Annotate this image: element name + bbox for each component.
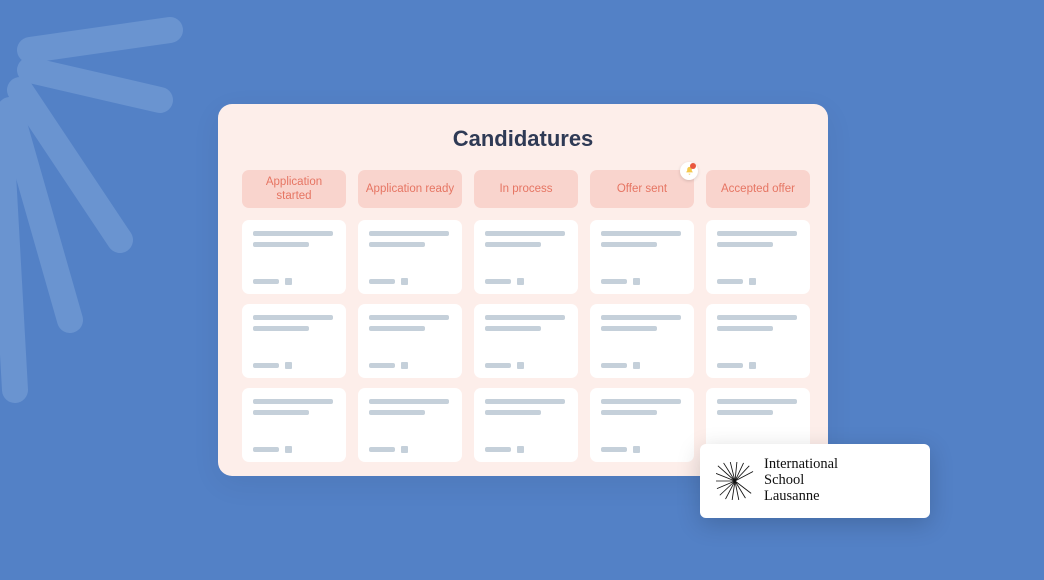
placeholder-line [601, 447, 627, 452]
placeholder-square [401, 362, 408, 369]
placeholder-line [369, 315, 449, 320]
placeholder-line [601, 363, 627, 368]
placeholder-line [717, 363, 743, 368]
placeholder-line [601, 279, 627, 284]
placeholder-line [369, 279, 395, 284]
placeholder-line [369, 242, 425, 247]
school-logo-icon [716, 462, 754, 500]
placeholder-line [253, 410, 309, 415]
placeholder-square [517, 362, 524, 369]
placeholder-line [253, 363, 279, 368]
placeholder-line [253, 399, 333, 404]
column-header[interactable]: Application started [242, 170, 346, 208]
placeholder-line [485, 315, 565, 320]
school-logo-card: International School Lausanne [700, 444, 930, 518]
placeholder-line [485, 447, 511, 452]
placeholder-square [285, 446, 292, 453]
placeholder-line [253, 326, 309, 331]
placeholder-square [749, 362, 756, 369]
column-header[interactable]: Offer sent [590, 170, 694, 208]
placeholder-line [601, 410, 657, 415]
candidate-card[interactable] [242, 220, 346, 294]
placeholder-line [717, 231, 797, 236]
placeholder-line [717, 399, 797, 404]
placeholder-line [485, 399, 565, 404]
placeholder-line [369, 363, 395, 368]
candidate-card[interactable] [242, 388, 346, 462]
candidate-card[interactable] [474, 220, 578, 294]
placeholder-square [633, 278, 640, 285]
candidate-card[interactable] [474, 388, 578, 462]
bell-icon[interactable] [680, 162, 698, 180]
board-column: Offer sent [590, 170, 694, 472]
candidate-card[interactable] [242, 304, 346, 378]
kanban-board: Candidatures Application startedApplicat… [218, 104, 828, 476]
placeholder-line [485, 279, 511, 284]
candidate-card[interactable] [590, 304, 694, 378]
board-column: In process [474, 170, 578, 472]
placeholder-line [717, 242, 773, 247]
placeholder-square [401, 446, 408, 453]
placeholder-line [253, 231, 333, 236]
placeholder-line [253, 315, 333, 320]
board-column: Application started [242, 170, 346, 472]
candidate-card[interactable] [358, 304, 462, 378]
placeholder-line [601, 326, 657, 331]
placeholder-line [485, 363, 511, 368]
placeholder-line [253, 242, 309, 247]
board-title: Candidatures [242, 126, 804, 152]
placeholder-line [601, 315, 681, 320]
candidate-card[interactable] [590, 388, 694, 462]
candidate-card[interactable] [706, 220, 810, 294]
candidate-card[interactable] [358, 388, 462, 462]
placeholder-square [517, 446, 524, 453]
placeholder-line [369, 399, 449, 404]
placeholder-square [633, 446, 640, 453]
placeholder-line [717, 326, 773, 331]
placeholder-line [253, 447, 279, 452]
placeholder-square [401, 278, 408, 285]
placeholder-square [633, 362, 640, 369]
placeholder-line [485, 242, 541, 247]
placeholder-line [253, 279, 279, 284]
candidate-card[interactable] [590, 220, 694, 294]
placeholder-line [485, 410, 541, 415]
placeholder-line [369, 326, 425, 331]
candidate-card[interactable] [474, 304, 578, 378]
placeholder-line [369, 447, 395, 452]
school-logo-text: International School Lausanne [764, 457, 838, 505]
placeholder-line [717, 315, 797, 320]
placeholder-line [369, 231, 449, 236]
column-header[interactable]: Accepted offer [706, 170, 810, 208]
placeholder-line [601, 242, 657, 247]
placeholder-line [601, 231, 681, 236]
placeholder-line [601, 399, 681, 404]
board-column: Application ready [358, 170, 462, 472]
candidate-card[interactable] [706, 304, 810, 378]
placeholder-square [749, 278, 756, 285]
column-header[interactable]: Application ready [358, 170, 462, 208]
placeholder-line [369, 410, 425, 415]
placeholder-square [517, 278, 524, 285]
placeholder-square [285, 362, 292, 369]
placeholder-line [717, 279, 743, 284]
placeholder-line [485, 326, 541, 331]
board-columns: Application started Application ready In p… [242, 170, 804, 472]
placeholder-line [485, 231, 565, 236]
column-header[interactable]: In process [474, 170, 578, 208]
page-background: Candidatures Application startedApplicat… [0, 0, 1044, 580]
placeholder-line [717, 410, 773, 415]
candidate-card[interactable] [358, 220, 462, 294]
board-column: Accepted offer [706, 170, 810, 472]
placeholder-square [285, 278, 292, 285]
